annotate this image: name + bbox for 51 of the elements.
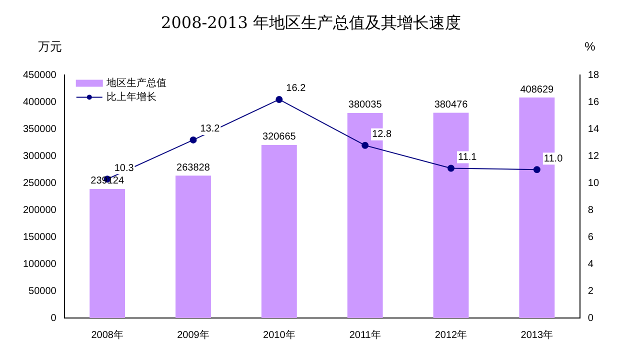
y-tick-label: 250000 — [22, 178, 57, 189]
bar — [176, 176, 211, 318]
data-label: 13.2 — [200, 124, 220, 135]
data-label: 11.0 — [544, 153, 564, 164]
x-tick-label: 2009年 — [177, 328, 210, 341]
data-label: 320665 — [262, 132, 296, 143]
data-label: 263828 — [176, 162, 210, 174]
point — [448, 164, 454, 172]
y-axis-title: 万元 — [38, 40, 62, 54]
y-tick-label: 400000 — [22, 96, 57, 108]
y-tick-label: 0 — [50, 312, 57, 324]
y-tick-label: 150000 — [22, 232, 57, 243]
point — [276, 96, 283, 103]
y-tick-label: 300000 — [22, 150, 57, 162]
y2-axis-title: % — [584, 40, 596, 54]
y2-tick-label: 12 — [588, 150, 600, 162]
x-tick-label: 2010年 — [263, 328, 296, 341]
chart-title: 2008-2013 年地区生产总值及其增长速度 — [161, 12, 461, 32]
data-label: 380476 — [434, 99, 468, 110]
x-tick-label: 2012年 — [434, 328, 468, 341]
data-label: 11.1 — [458, 152, 478, 164]
data-label: 408629 — [520, 84, 554, 96]
y-tick-label: 450000 — [22, 70, 57, 81]
y-tick-label: 100000 — [22, 258, 57, 270]
data-label: 239124 — [90, 176, 124, 187]
y2-tick-label: 10 — [588, 178, 600, 189]
y2-tick-label: 6 — [588, 232, 594, 243]
y2-tick-label: 14 — [588, 124, 600, 135]
data-label: 380035 — [348, 100, 382, 111]
y2-tick-label: 8 — [588, 204, 594, 216]
y2-tick-label: 4 — [588, 258, 594, 270]
x-tick-label: 2013年 — [520, 328, 554, 341]
y2-tick-label: 16 — [588, 96, 600, 108]
legend-label: 比上年增长 — [106, 90, 156, 103]
y2-tick-label: 2 — [588, 286, 594, 297]
bar — [261, 144, 297, 318]
x-tick-label: 2011年 — [349, 328, 381, 341]
data-label: 10.3 — [114, 162, 134, 174]
data-label: 12.8 — [372, 129, 392, 140]
data-label: 16.2 — [286, 83, 306, 94]
x-tick-label: 2008年 — [91, 328, 124, 341]
y2-tick-label: 18 — [588, 70, 600, 81]
y-tick-label: 200000 — [22, 204, 57, 216]
legend-label: 地区生产总值 — [105, 76, 166, 89]
point — [533, 166, 540, 174]
y-tick-label: 50000 — [28, 286, 57, 297]
y-tick-label: 350000 — [22, 124, 57, 135]
point — [190, 136, 197, 144]
bar — [90, 188, 126, 318]
y2-tick-label: 0 — [588, 312, 594, 324]
point — [362, 142, 369, 149]
